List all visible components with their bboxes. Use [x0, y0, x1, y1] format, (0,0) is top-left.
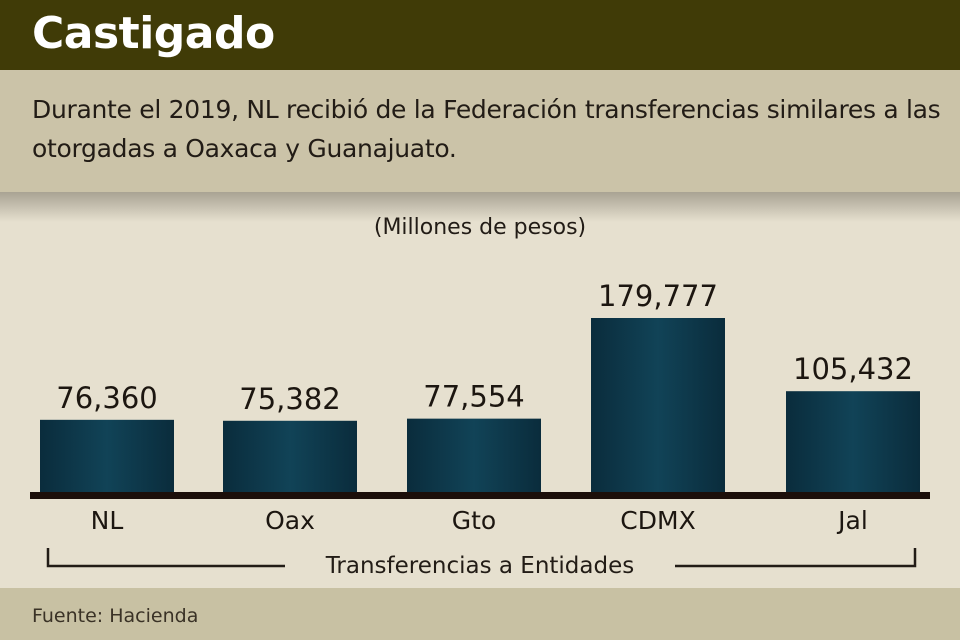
bar-cdmx	[591, 318, 725, 495]
band-shadow	[0, 192, 960, 222]
value-label: 76,360	[56, 381, 157, 415]
bracket-left	[46, 548, 285, 568]
category-label: CDMX	[620, 506, 695, 535]
bracket-right	[675, 548, 917, 568]
unit-label: (Millones de pesos)	[374, 215, 586, 240]
value-label: 75,382	[239, 382, 340, 416]
baseline	[30, 492, 930, 499]
subtitle-band: Durante el 2019, NL recibió de la Federa…	[0, 70, 960, 192]
header-band: Castigado	[0, 0, 960, 70]
category-label: NL	[91, 506, 124, 535]
value-label: 77,554	[423, 380, 524, 414]
chart-title: Castigado	[32, 8, 275, 59]
source-note: Fuente: Hacienda	[32, 605, 199, 627]
category-label: Gto	[452, 506, 496, 535]
x-axis-label: Transferencias a Entidades	[325, 553, 634, 579]
footer-band: Fuente: Hacienda	[0, 588, 960, 640]
value-label: 105,432	[793, 352, 913, 386]
bar-oax	[223, 420, 357, 495]
category-label: Jal	[836, 506, 868, 535]
bar-gto	[407, 418, 541, 495]
value-label: 179,777	[598, 279, 718, 313]
bar-nl	[40, 419, 174, 495]
bar-jal	[786, 391, 920, 495]
subtitle-text: Durante el 2019, NL recibió de la Federa…	[32, 95, 941, 163]
category-label: Oax	[265, 506, 315, 535]
